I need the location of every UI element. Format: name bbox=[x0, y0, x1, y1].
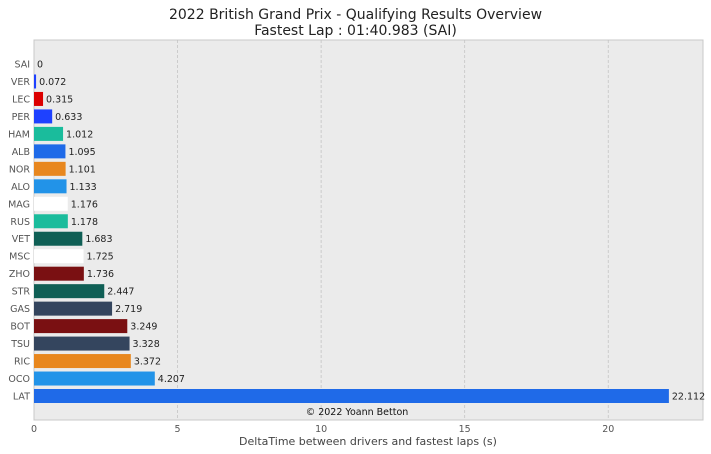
value-labels: 0 0.072 0.315 0.633 1.012 1.095 1.101 1.133 1.17… bbox=[37, 60, 705, 403]
bar-alo bbox=[34, 179, 67, 194]
value-label: 0 bbox=[37, 60, 43, 71]
bar-ric bbox=[34, 354, 131, 369]
bar-bot bbox=[34, 319, 128, 334]
bar-gas bbox=[34, 301, 113, 316]
value-label: 1.133 bbox=[70, 182, 97, 193]
bar-lat bbox=[34, 389, 669, 403]
y-tick-label: GAS bbox=[10, 304, 30, 315]
bar-rus bbox=[34, 214, 68, 229]
y-tick-label: RUS bbox=[10, 217, 30, 228]
bar-alb bbox=[34, 144, 66, 159]
x-axis-label: DeltaTime between drivers and fastest la… bbox=[239, 435, 497, 448]
bar-zho bbox=[34, 266, 84, 281]
y-tick-label: VER bbox=[11, 77, 31, 88]
value-label: 3.328 bbox=[133, 339, 160, 350]
y-tick-label: MSC bbox=[9, 252, 30, 263]
y-tick-label: PER bbox=[12, 112, 31, 123]
y-tick-label: ZHO bbox=[9, 269, 30, 280]
bar-per bbox=[34, 109, 53, 124]
value-label: 22.112 bbox=[672, 392, 705, 403]
x-tick-label: 0 bbox=[31, 424, 37, 435]
value-label: 2.447 bbox=[107, 287, 134, 298]
chart-subtitle: Fastest Lap : 01:40.983 (SAI) bbox=[254, 23, 457, 39]
y-tick-label: ALO bbox=[11, 182, 30, 193]
value-label: 1.012 bbox=[66, 129, 93, 140]
x-tick-labels: 0 5 10 15 20 bbox=[31, 424, 614, 435]
y-tick-label: LAT bbox=[13, 392, 30, 403]
y-tick-label: NOR bbox=[9, 164, 31, 175]
plot-area bbox=[33, 39, 704, 421]
value-label: 1.736 bbox=[87, 269, 114, 280]
value-label: 1.095 bbox=[68, 147, 95, 158]
bar-lec bbox=[34, 91, 44, 106]
value-label: 0.072 bbox=[39, 77, 66, 88]
value-label: 4.207 bbox=[158, 374, 185, 385]
bar-ham bbox=[34, 126, 64, 141]
value-label: 3.249 bbox=[130, 322, 157, 333]
bar-mag bbox=[34, 196, 68, 211]
x-tick-label: 20 bbox=[602, 424, 614, 435]
chart-title: 2022 British Grand Prix - Qualifying Res… bbox=[169, 7, 542, 23]
value-label: 1.178 bbox=[71, 217, 98, 228]
y-tick-label: STR bbox=[12, 287, 31, 298]
value-label: 2.719 bbox=[115, 304, 142, 315]
y-tick-labels: SAI VER LEC PER HAM ALB NOR ALO MAG RUS VET MSC ZHO S… bbox=[8, 60, 30, 403]
y-tick-label: ALB bbox=[12, 147, 30, 158]
value-label: 1.176 bbox=[71, 199, 98, 210]
y-tick-label: RIC bbox=[14, 357, 30, 368]
value-label: 1.683 bbox=[85, 234, 112, 245]
x-tick-label: 10 bbox=[315, 424, 327, 435]
bar-oco bbox=[34, 371, 155, 386]
y-tick-label: OCO bbox=[8, 374, 30, 385]
y-tick-label: SAI bbox=[14, 60, 30, 71]
bars bbox=[34, 74, 669, 403]
bar-str bbox=[34, 284, 105, 299]
value-label: 3.372 bbox=[134, 357, 161, 368]
value-label: 1.101 bbox=[69, 164, 96, 175]
x-tick-label: 15 bbox=[459, 424, 471, 435]
chart-credit: © 2022 Yoann Betton bbox=[306, 407, 409, 418]
y-tick-label: TSU bbox=[10, 339, 30, 350]
y-tick-label: BOT bbox=[10, 322, 30, 333]
y-tick-label: HAM bbox=[8, 129, 30, 140]
value-label: 1.725 bbox=[87, 252, 114, 263]
y-tick-label: VET bbox=[12, 234, 31, 245]
bar-msc bbox=[34, 249, 84, 264]
y-tick-label: MAG bbox=[8, 199, 30, 210]
y-tick-label: LEC bbox=[12, 94, 30, 105]
value-label: 0.633 bbox=[55, 112, 82, 123]
bar-nor bbox=[34, 161, 66, 176]
bar-tsu bbox=[34, 336, 130, 351]
bar-ver bbox=[34, 74, 37, 89]
x-tick-label: 5 bbox=[175, 424, 181, 435]
bar-vet bbox=[34, 231, 83, 246]
value-label: 0.315 bbox=[46, 94, 73, 105]
grid-lines bbox=[177, 40, 609, 420]
